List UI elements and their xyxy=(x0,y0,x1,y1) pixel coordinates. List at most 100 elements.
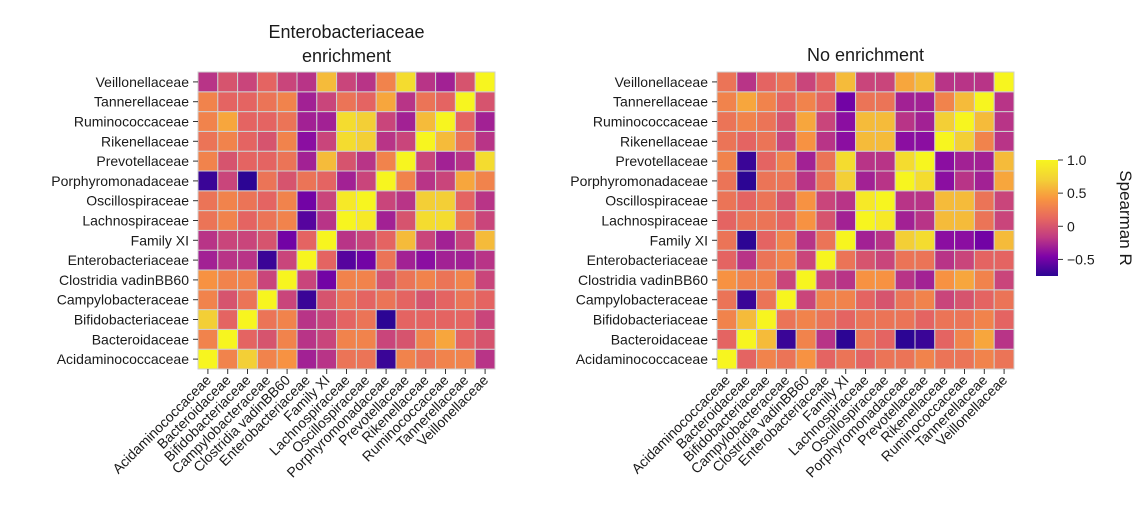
y-tick-label: Bifidobacteriaceae xyxy=(593,312,708,328)
heatmap-cell xyxy=(237,289,258,311)
heatmap-cell xyxy=(736,130,758,152)
heatmap-cell xyxy=(815,130,837,152)
heatmap-cell xyxy=(973,170,995,192)
heatmap-cell xyxy=(435,348,456,370)
heatmap-cell xyxy=(954,309,975,330)
heatmap-cell xyxy=(217,111,239,132)
heatmap-cell xyxy=(435,249,456,271)
heatmap-cell xyxy=(395,91,417,113)
y-tick-label: Lachnospiraceae xyxy=(82,213,189,229)
heatmap-cell xyxy=(316,91,338,113)
heatmap-cell xyxy=(336,249,357,271)
heatmap-cell xyxy=(716,348,738,370)
heatmap-cell xyxy=(954,348,975,370)
heatmap-cell xyxy=(276,309,298,330)
heatmap-cell xyxy=(716,289,738,311)
heatmap-cell xyxy=(973,328,995,350)
heatmap-cell xyxy=(296,229,318,251)
heatmap-cell xyxy=(993,229,1015,251)
heatmap-cell xyxy=(256,269,278,291)
heatmap-cell xyxy=(217,170,239,192)
heatmap-cell xyxy=(237,71,258,93)
heatmap-cell xyxy=(775,269,797,291)
heatmap-cell xyxy=(775,130,797,152)
y-tick-label: Bifidobacteriaceae xyxy=(74,312,189,328)
heatmap-cell xyxy=(256,210,278,231)
heatmap-cell xyxy=(296,210,318,231)
heatmap-cell xyxy=(375,170,397,192)
heatmap-panel-1: Enterobacteriaceae enrichment Acidaminococ… xyxy=(51,22,496,481)
heatmap-cell xyxy=(756,269,777,291)
heatmap-cell xyxy=(375,111,397,132)
heatmap-cell xyxy=(775,170,797,192)
heatmap-cell xyxy=(197,289,219,311)
colorbar-tick-label: 0.5 xyxy=(1067,185,1087,201)
heatmap-cell xyxy=(736,328,758,350)
heatmap-cell xyxy=(756,348,777,370)
heatmap-cell xyxy=(435,111,456,132)
y-tick-label: Campylobacteraceae xyxy=(576,292,709,308)
heatmap-cell xyxy=(914,91,936,113)
heatmap-cell xyxy=(375,150,397,172)
heatmap-cell xyxy=(914,111,936,132)
heatmap-cell xyxy=(874,309,896,330)
heatmap-cell xyxy=(296,111,318,132)
heatmap-cell xyxy=(474,190,496,212)
heatmap-cell xyxy=(316,170,338,192)
heatmap-cell xyxy=(855,269,876,291)
heatmap-cell xyxy=(316,150,338,172)
heatmap-cell xyxy=(756,249,777,271)
heatmap-cell xyxy=(934,130,956,152)
heatmap-cell xyxy=(217,249,239,271)
heatmap-cell xyxy=(894,348,916,370)
heatmap-cell xyxy=(993,328,1015,350)
heatmap-cell xyxy=(855,111,876,132)
heatmap-cell xyxy=(217,190,239,212)
heatmap-cell xyxy=(914,170,936,192)
heatmap-cell xyxy=(454,150,476,172)
heatmap-cell xyxy=(197,348,219,370)
heatmap-cell xyxy=(276,269,298,291)
heatmap-cell xyxy=(316,269,338,291)
heatmap-cell xyxy=(415,328,437,350)
y-tick-label: Ruminococcaceae xyxy=(593,114,708,130)
y-tick-label: Family XI xyxy=(131,232,189,248)
heatmap-cell xyxy=(973,348,995,370)
heatmap-cell xyxy=(474,150,496,172)
heatmap-cell xyxy=(197,210,219,231)
heatmap-cell xyxy=(835,289,857,311)
heatmap-cell xyxy=(316,130,338,152)
heatmap-cell xyxy=(217,91,239,113)
heatmap-cell xyxy=(954,91,975,113)
heatmap-cell xyxy=(874,289,896,311)
heatmap-cell xyxy=(934,91,956,113)
heatmap-cell xyxy=(934,190,956,212)
heatmap-cell xyxy=(474,348,496,370)
heatmap-cell xyxy=(336,348,357,370)
heatmap-cell xyxy=(914,210,936,231)
heatmap-cell xyxy=(217,210,239,231)
heatmap-cell xyxy=(894,71,916,93)
heatmap-cell xyxy=(375,190,397,212)
heatmap-cell xyxy=(716,210,738,231)
heatmap-cell xyxy=(914,190,936,212)
colorbar-tick-label: 1.0 xyxy=(1067,152,1087,168)
heatmap-cell xyxy=(435,210,456,231)
heatmap-cell xyxy=(415,71,437,93)
heatmap-cell xyxy=(197,190,219,212)
heatmap-cell xyxy=(435,229,456,251)
heatmap-cell xyxy=(415,289,437,311)
heatmap-cell xyxy=(375,309,397,330)
heatmap-cell xyxy=(375,130,397,152)
heatmap-cell xyxy=(474,229,496,251)
panel-title: No enrichment xyxy=(807,45,924,65)
heatmap-cell xyxy=(355,269,377,291)
y-tick-label: Rikenellaceae xyxy=(101,133,189,149)
heatmap-cell xyxy=(435,328,456,350)
heatmap-cell xyxy=(474,71,496,93)
heatmap-cell xyxy=(395,71,417,93)
heatmap-cell xyxy=(217,328,239,350)
heatmap-cell xyxy=(993,71,1015,93)
heatmap-cell xyxy=(795,229,817,251)
heatmap-cell xyxy=(934,170,956,192)
